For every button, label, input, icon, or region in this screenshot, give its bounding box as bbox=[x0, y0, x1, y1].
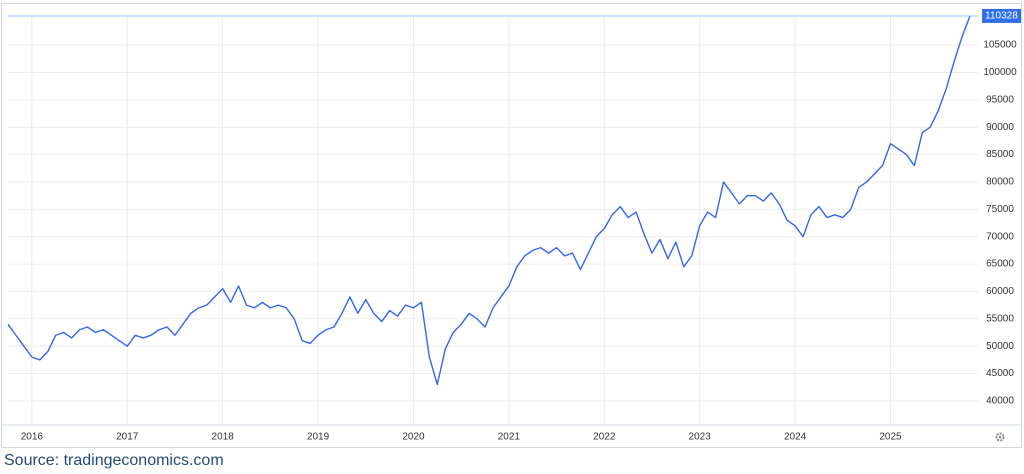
x-tick-label: 2016 bbox=[21, 432, 44, 443]
y-tick-label: 80000 bbox=[986, 177, 1014, 188]
y-tick-label: 105000 bbox=[983, 40, 1017, 51]
y-tick-label: 70000 bbox=[986, 231, 1014, 242]
x-tick-label: 2018 bbox=[212, 432, 235, 443]
y-tick-label: 40000 bbox=[986, 396, 1014, 407]
y-tick-label: 100000 bbox=[983, 67, 1017, 78]
x-tick-label: 2024 bbox=[784, 432, 807, 443]
x-tick-label: 2022 bbox=[593, 432, 616, 443]
y-tick-label: 85000 bbox=[986, 149, 1014, 160]
x-tick-label: 2023 bbox=[689, 432, 712, 443]
x-tick-label: 2025 bbox=[879, 432, 902, 443]
x-tick-label: 2019 bbox=[307, 432, 330, 443]
last-value-box bbox=[982, 8, 1021, 23]
y-tick-label: 90000 bbox=[986, 122, 1014, 133]
y-tick-label: 50000 bbox=[986, 341, 1014, 352]
y-tick-label: 95000 bbox=[986, 94, 1014, 105]
y-tick-label: 75000 bbox=[986, 204, 1014, 215]
x-tick-label: 2021 bbox=[498, 432, 521, 443]
source-note: Source: tradingeconomics.com bbox=[4, 452, 224, 469]
chart-frame bbox=[1, 3, 1022, 448]
x-tick-label: 2020 bbox=[402, 432, 425, 443]
line-series bbox=[7, 15, 971, 386]
last-value-label: 110328 bbox=[985, 11, 1018, 22]
y-tick-label: 60000 bbox=[986, 286, 1014, 297]
settings-icon[interactable] bbox=[995, 432, 1005, 442]
y-tick-label: 45000 bbox=[986, 368, 1014, 379]
y-tick-label: 55000 bbox=[986, 313, 1014, 324]
x-tick-label: 2017 bbox=[116, 432, 139, 443]
y-tick-label: 65000 bbox=[986, 259, 1014, 270]
